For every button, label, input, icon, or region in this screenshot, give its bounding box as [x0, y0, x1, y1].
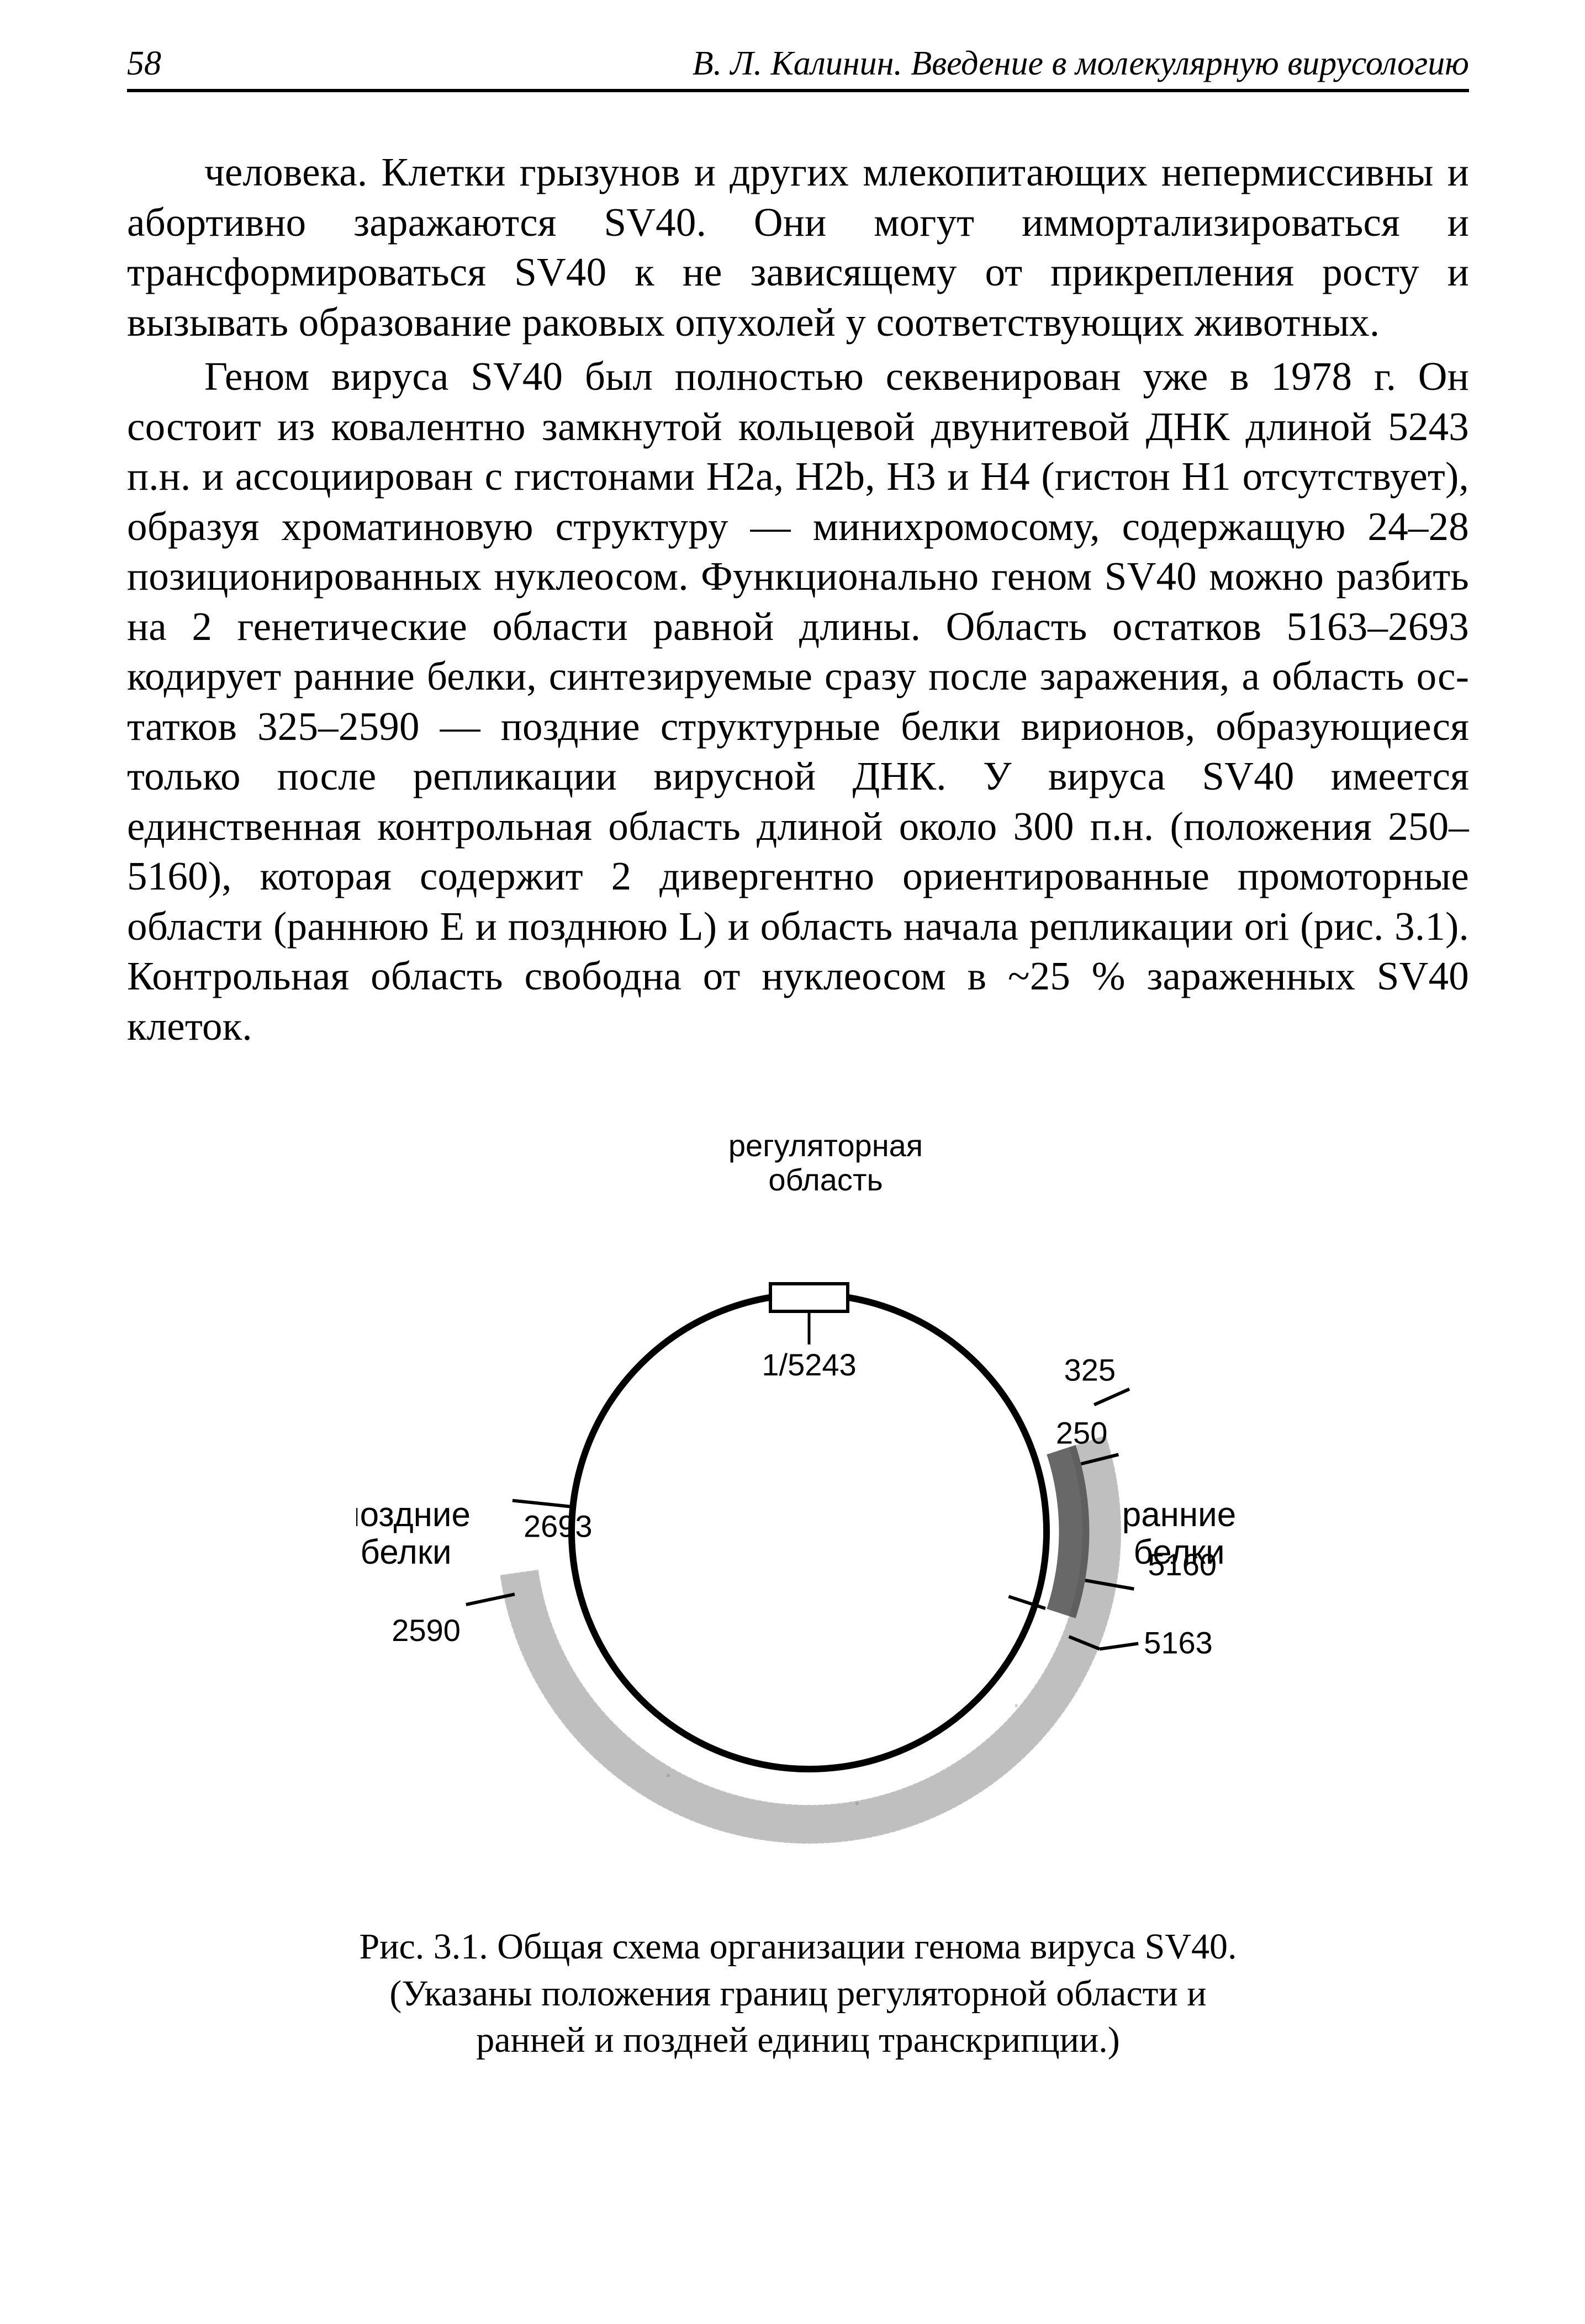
ori-label: 1/5243: [762, 1347, 856, 1382]
figure-3-1: 1/52432505160325516325902693регуляторная…: [127, 1090, 1469, 2063]
late-arc: [500, 1436, 1121, 1844]
label-5163: 5163: [1144, 1626, 1213, 1660]
speck: [667, 1774, 670, 1777]
tick-2693: [513, 1501, 573, 1507]
label-late-1: поздние: [356, 1496, 471, 1534]
label-reg-1: регуляторная: [728, 1128, 923, 1163]
label-reg-2: область: [768, 1162, 883, 1197]
label-250: 250: [1056, 1416, 1107, 1450]
label-2590: 2590: [392, 1613, 461, 1648]
page: 58 В. Л. Калинин. Введение в молекулярну…: [0, 0, 1585, 2324]
label-2693: 2693: [524, 1509, 593, 1544]
paragraph-2: Геном вируса SV40 был полностью секвенир…: [127, 352, 1469, 1051]
figure-caption: Рис. 3.1. Общая схема организации ге­ном…: [351, 1924, 1245, 2063]
page-number: 58: [127, 44, 161, 83]
label-325: 325: [1064, 1353, 1116, 1388]
speck: [1015, 1704, 1018, 1707]
late-arc-texture: [500, 1436, 1121, 1844]
speck: [855, 1802, 859, 1806]
label-early-2: белки: [1133, 1533, 1224, 1571]
genome-diagram: 1/52432505160325516325902693регуляторная…: [356, 1090, 1240, 1902]
running-title: В. Л. Калинин. Введение в молекулярную в…: [693, 44, 1469, 83]
label-late-2: белки: [360, 1533, 451, 1571]
running-head: 58 В. Л. Калинин. Введение в молекулярну…: [127, 44, 1469, 92]
tick-325: [1094, 1389, 1129, 1405]
ori-box: [770, 1284, 848, 1311]
label-early-1: ранние: [1122, 1496, 1237, 1534]
paragraph-1: человека. Клетки грызунов и других млеко…: [127, 147, 1469, 347]
tick-5163-elbow: [1100, 1644, 1138, 1649]
